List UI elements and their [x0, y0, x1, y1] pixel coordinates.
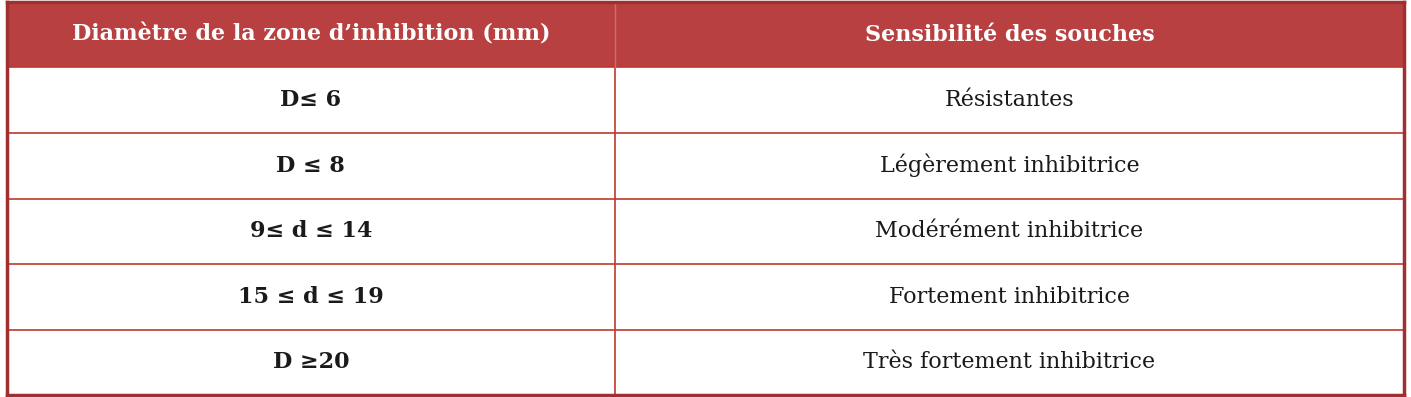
Bar	[7, 264, 1404, 330]
Text: Modérément inhibitrice: Modérément inhibitrice	[875, 220, 1143, 242]
Text: Diamètre de la zone d’inhibition (mm): Diamètre de la zone d’inhibition (mm)	[72, 24, 550, 46]
Text: Très fortement inhibitrice: Très fortement inhibitrice	[864, 351, 1156, 373]
Text: Fortement inhibitrice: Fortement inhibitrice	[889, 286, 1130, 308]
Bar	[7, 2, 1404, 67]
Text: D≤ 6: D≤ 6	[281, 89, 341, 111]
Bar	[7, 133, 1404, 198]
Text: Légèrement inhibitrice: Légèrement inhibitrice	[879, 154, 1139, 177]
Text: Sensibilité des souches: Sensibilité des souches	[865, 24, 1154, 46]
Bar	[7, 67, 1404, 133]
Text: D ≤ 8: D ≤ 8	[277, 155, 346, 177]
Text: 15 ≤ d ≤ 19: 15 ≤ d ≤ 19	[238, 286, 384, 308]
Bar	[7, 330, 1404, 395]
Text: D ≥20: D ≥20	[272, 351, 349, 373]
Text: Résistantes: Résistantes	[944, 89, 1074, 111]
Bar	[7, 198, 1404, 264]
Text: 9≤ d ≤ 14: 9≤ d ≤ 14	[250, 220, 373, 242]
